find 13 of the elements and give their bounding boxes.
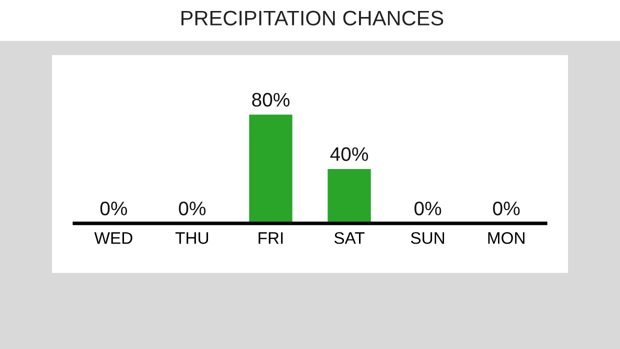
data-label: 80% — [252, 92, 290, 107]
x-tick-label: FRI — [258, 232, 283, 244]
data-label: 0% — [178, 202, 206, 216]
data-label: 0% — [493, 202, 520, 216]
data-label: 0% — [100, 202, 128, 216]
data-label: 40% — [330, 147, 368, 161]
x-tick-label: SAT — [334, 232, 364, 244]
x-tick-label: SUN — [410, 232, 444, 244]
x-tick-label: WED — [94, 232, 132, 244]
x-tick-label: THU — [175, 232, 208, 244]
data-label: 0% — [414, 202, 442, 216]
x-tick-label: MON — [488, 232, 524, 244]
chart-title: PRECIPITATION CHANCES — [182, 10, 444, 26]
